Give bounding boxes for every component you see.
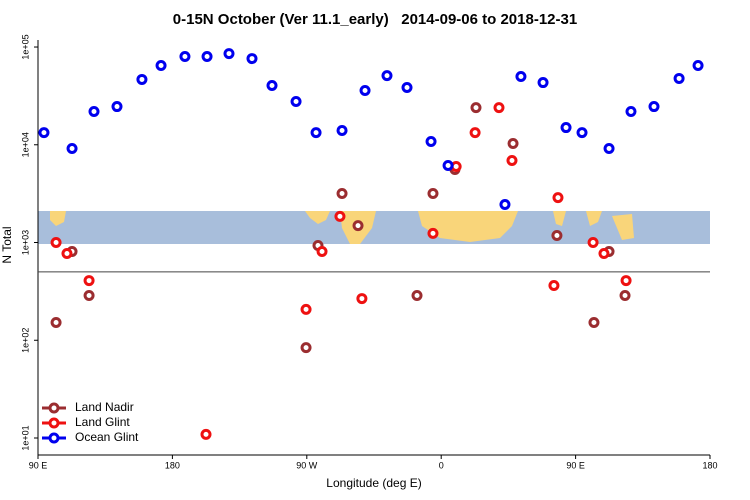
x-tick-label: 90 E bbox=[29, 460, 48, 470]
point bbox=[493, 102, 505, 114]
y-tick-label: 1e+01 bbox=[20, 425, 30, 450]
x-axis-label: Longitude (deg E) bbox=[326, 476, 421, 490]
point bbox=[442, 159, 454, 171]
map-strip bbox=[38, 211, 710, 244]
point bbox=[38, 127, 50, 139]
point bbox=[179, 50, 191, 62]
point bbox=[588, 316, 600, 328]
point bbox=[359, 85, 371, 97]
point bbox=[692, 60, 704, 72]
legend-marker bbox=[48, 417, 60, 429]
point bbox=[300, 303, 312, 315]
point bbox=[552, 192, 564, 204]
point bbox=[427, 227, 439, 239]
legend-marker bbox=[48, 402, 60, 414]
point bbox=[576, 127, 588, 139]
point bbox=[223, 48, 235, 60]
land bbox=[418, 211, 518, 242]
point bbox=[469, 127, 481, 139]
y-tick-label: 1e+02 bbox=[20, 328, 30, 353]
point bbox=[88, 105, 100, 117]
point bbox=[310, 127, 322, 139]
point bbox=[66, 143, 78, 155]
point bbox=[587, 237, 599, 249]
point bbox=[427, 188, 439, 200]
y-axis-label: N Total bbox=[0, 226, 14, 263]
x-tick-label: 90 E bbox=[566, 460, 585, 470]
y-tick-label: 1e+04 bbox=[20, 132, 30, 157]
point bbox=[648, 101, 660, 113]
x-tick-label: 0 bbox=[439, 460, 444, 470]
point bbox=[336, 188, 348, 200]
legend-label: Land Glint bbox=[75, 415, 130, 429]
point bbox=[551, 229, 563, 241]
point bbox=[300, 342, 312, 354]
point bbox=[625, 105, 637, 117]
point bbox=[425, 136, 437, 148]
x-tick-label: 90 W bbox=[296, 460, 318, 470]
land bbox=[553, 211, 566, 226]
x-tick-label: 180 bbox=[702, 460, 717, 470]
chart-title: 0-15N October (Ver 11.1_early) 2014-09-0… bbox=[173, 11, 577, 28]
point bbox=[507, 138, 519, 150]
point bbox=[266, 79, 278, 91]
land bbox=[305, 211, 330, 224]
point bbox=[290, 96, 302, 108]
point bbox=[411, 290, 423, 302]
point bbox=[619, 290, 631, 302]
point bbox=[136, 73, 148, 85]
point bbox=[334, 210, 346, 222]
point bbox=[499, 198, 511, 210]
point bbox=[620, 275, 632, 287]
x-tick-label: 180 bbox=[165, 460, 180, 470]
legend-marker bbox=[48, 432, 60, 444]
land bbox=[586, 211, 602, 226]
point bbox=[356, 293, 368, 305]
point bbox=[61, 247, 73, 259]
point bbox=[155, 60, 167, 72]
point bbox=[83, 275, 95, 287]
point bbox=[50, 316, 62, 328]
point bbox=[598, 247, 610, 259]
point bbox=[381, 70, 393, 82]
land bbox=[50, 211, 66, 226]
point bbox=[506, 155, 518, 167]
point bbox=[201, 50, 213, 62]
point bbox=[603, 143, 615, 155]
point bbox=[83, 290, 95, 302]
y-tick-label: 1e+05 bbox=[20, 34, 30, 59]
point bbox=[246, 53, 258, 65]
legend-label: Land Nadir bbox=[75, 400, 134, 414]
y-tick-label: 1e+03 bbox=[20, 230, 30, 255]
point bbox=[560, 122, 572, 134]
point bbox=[50, 237, 62, 249]
legend-label: Ocean Glint bbox=[75, 430, 139, 444]
land bbox=[612, 214, 634, 240]
point bbox=[111, 101, 123, 113]
point bbox=[336, 124, 348, 136]
point bbox=[200, 428, 212, 440]
point bbox=[352, 220, 364, 232]
point bbox=[316, 246, 328, 258]
point bbox=[470, 102, 482, 114]
point bbox=[673, 72, 685, 84]
point bbox=[515, 71, 527, 83]
point bbox=[401, 82, 413, 94]
point bbox=[548, 280, 560, 292]
point bbox=[537, 77, 549, 89]
